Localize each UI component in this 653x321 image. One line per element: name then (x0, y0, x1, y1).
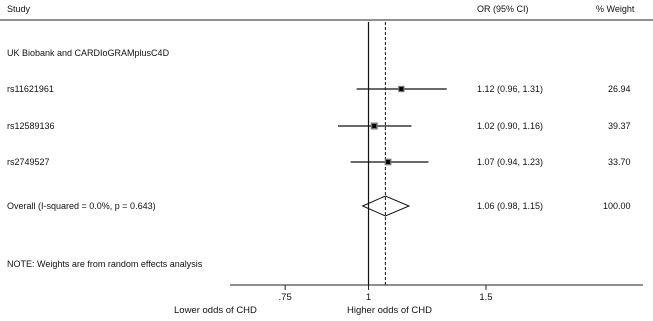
header-weight: % Weight (596, 4, 635, 14)
study-point-estimate (386, 160, 391, 164)
overall-ci-text: 1.06 (0.98, 1.15) (477, 201, 544, 211)
study-point-estimate (372, 124, 377, 128)
header-study: Study (7, 4, 31, 14)
study-ci-text: 1.07 (0.94, 1.23) (477, 157, 544, 167)
note-text: NOTE: Weights are from random effects an… (7, 259, 203, 269)
study-weight-text: 33.70 (608, 157, 631, 167)
overall-weight-text: 100.00 (603, 201, 631, 211)
x-tick-label: 1 (366, 292, 371, 303)
x-tick-label: 1.5 (479, 292, 492, 303)
study-ci-text: 1.12 (0.96, 1.31) (477, 84, 544, 94)
study-weight-text: 26.94 (608, 84, 631, 94)
study-ci-text: 1.02 (0.90, 1.16) (477, 121, 544, 131)
overall-diamond (361, 195, 411, 217)
x-axis-label-right: Higher odds of CHD (347, 305, 433, 316)
study-label: rs2749527 (7, 157, 50, 167)
study-label: rs11621961 (7, 84, 54, 94)
x-axis-label-left: Lower odds of CHD (174, 305, 257, 316)
header-or-ci: OR (95% CI) (477, 4, 529, 14)
study-weight-text: 39.37 (608, 121, 631, 131)
x-tick-label: .75 (279, 292, 292, 303)
study-label: rs12589136 (7, 121, 55, 131)
overall-label: Overall (I-squared = 0.0%, p = 0.643) (7, 201, 156, 211)
group-title: UK Biobank and CARDIoGRAMplusC4D (7, 48, 170, 58)
study-point-estimate (399, 87, 404, 91)
